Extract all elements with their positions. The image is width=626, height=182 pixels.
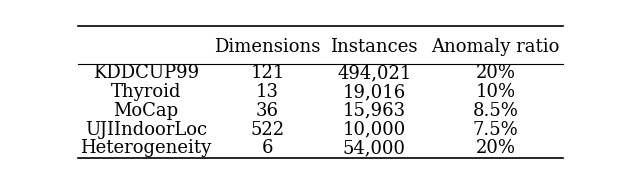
Text: KDDCUP99: KDDCUP99 xyxy=(93,64,199,82)
Text: 6: 6 xyxy=(262,139,273,157)
Text: Thyroid: Thyroid xyxy=(111,83,182,101)
Text: 19,016: 19,016 xyxy=(342,83,406,101)
Text: 20%: 20% xyxy=(476,64,515,82)
Text: 15,963: 15,963 xyxy=(342,102,406,120)
Text: 522: 522 xyxy=(250,121,285,139)
Text: 36: 36 xyxy=(256,102,279,120)
Text: 494,021: 494,021 xyxy=(337,64,411,82)
Text: Anomaly ratio: Anomaly ratio xyxy=(431,38,560,56)
Text: MoCap: MoCap xyxy=(113,102,179,120)
Text: 8.5%: 8.5% xyxy=(473,102,518,120)
Text: Heterogeneity: Heterogeneity xyxy=(81,139,212,157)
Text: Instances: Instances xyxy=(331,38,418,56)
Text: 7.5%: 7.5% xyxy=(473,121,518,139)
Text: 10%: 10% xyxy=(475,83,516,101)
Text: UJIIndoorLoc: UJIIndoorLoc xyxy=(85,121,207,139)
Text: Dimensions: Dimensions xyxy=(214,38,321,56)
Text: 10,000: 10,000 xyxy=(342,121,406,139)
Text: 13: 13 xyxy=(256,83,279,101)
Text: 54,000: 54,000 xyxy=(342,139,406,157)
Text: 20%: 20% xyxy=(476,139,515,157)
Text: 121: 121 xyxy=(250,64,285,82)
